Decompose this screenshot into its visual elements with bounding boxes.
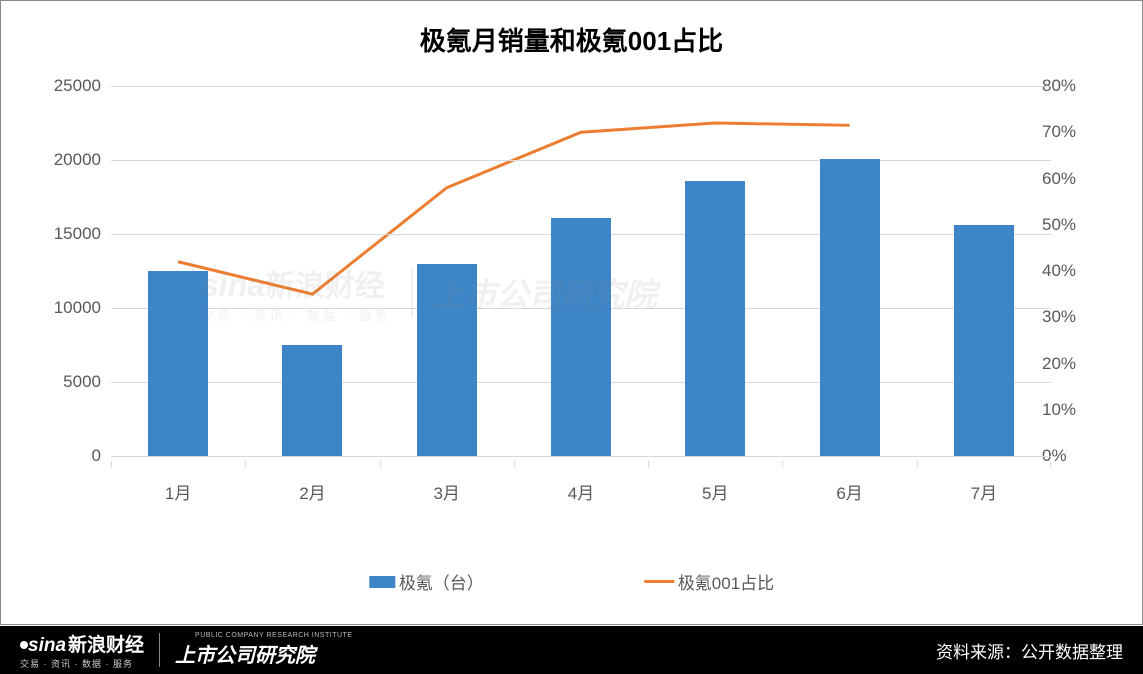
y-right-label: 0% [1042, 446, 1102, 466]
y-right-label: 40% [1042, 261, 1102, 281]
bar [820, 159, 880, 456]
y-left-label: 5000 [41, 372, 101, 392]
institute-en: PUBLIC COMPANY RESEARCH INSTITUTE [195, 632, 352, 639]
footer-divider [159, 633, 160, 667]
footer: sina 新浪财经 交易 · 资讯 · 数据 · 服务 PUBLIC COMPA… [0, 626, 1143, 674]
legend-line-swatch [644, 580, 674, 583]
y-right-label: 50% [1042, 215, 1102, 235]
institute-cn: 上市公司研究院 [175, 639, 352, 668]
legend-item-bar: 极氪（台） [369, 569, 484, 594]
chart-title: 极氪月销量和极氪001占比 [1, 1, 1142, 58]
source-label: 资料来源：公开数据整理 [936, 638, 1123, 663]
x-label: 4月 [568, 479, 594, 504]
chart-container: 极氪月销量和极氪001占比 0500010000150002000025000 … [0, 0, 1143, 625]
line-series [178, 123, 849, 294]
x-label: 2月 [299, 479, 325, 504]
y-left-label: 15000 [41, 224, 101, 244]
plot-area [111, 86, 1051, 456]
footer-left: sina 新浪财经 交易 · 资讯 · 数据 · 服务 PUBLIC COMPA… [20, 626, 352, 674]
y-right-label: 10% [1042, 400, 1102, 420]
x-axis: 1月 2月 3月 4月 5月 6月 7月 [111, 461, 1051, 501]
x-label: 6月 [836, 479, 862, 504]
y-axis-left: 0500010000150002000025000 [41, 86, 101, 456]
sina-block: sina 新浪财经 交易 · 资讯 · 数据 · 服务 [20, 630, 144, 670]
y-left-label: 10000 [41, 298, 101, 318]
bar [148, 271, 208, 456]
sina-sub-text: 交易 · 资讯 · 数据 · 服务 [20, 657, 144, 670]
x-label: 1月 [165, 479, 191, 504]
x-label: 7月 [971, 479, 997, 504]
bar [954, 225, 1014, 456]
legend-bar-swatch [369, 576, 395, 588]
bar [417, 264, 477, 456]
institute-block: PUBLIC COMPANY RESEARCH INSTITUTE 上市公司研究… [175, 632, 352, 668]
y-axis-right: 0%10%20%30%40%50%60%70%80% [1042, 86, 1102, 456]
y-right-label: 20% [1042, 354, 1102, 374]
x-label: 5月 [702, 479, 728, 504]
bar [551, 218, 611, 456]
y-left-label: 20000 [41, 150, 101, 170]
y-right-label: 30% [1042, 307, 1102, 327]
y-right-label: 80% [1042, 76, 1102, 96]
sina-eye-icon [20, 641, 28, 649]
legend-line-label: 极氪001占比 [678, 569, 774, 594]
legend-item-line: 极氪001占比 [644, 569, 774, 594]
y-right-label: 60% [1042, 169, 1102, 189]
bar [282, 345, 342, 456]
legend-bar-label: 极氪（台） [399, 569, 484, 594]
x-label: 3月 [433, 479, 459, 504]
y-left-label: 0 [41, 446, 101, 466]
legend: 极氪（台） 极氪001占比 [369, 569, 774, 594]
sina-logo-text: sina [28, 635, 66, 657]
y-right-label: 70% [1042, 122, 1102, 142]
y-left-label: 25000 [41, 76, 101, 96]
sina-cn-text: 新浪财经 [68, 630, 144, 657]
bar [685, 181, 745, 456]
